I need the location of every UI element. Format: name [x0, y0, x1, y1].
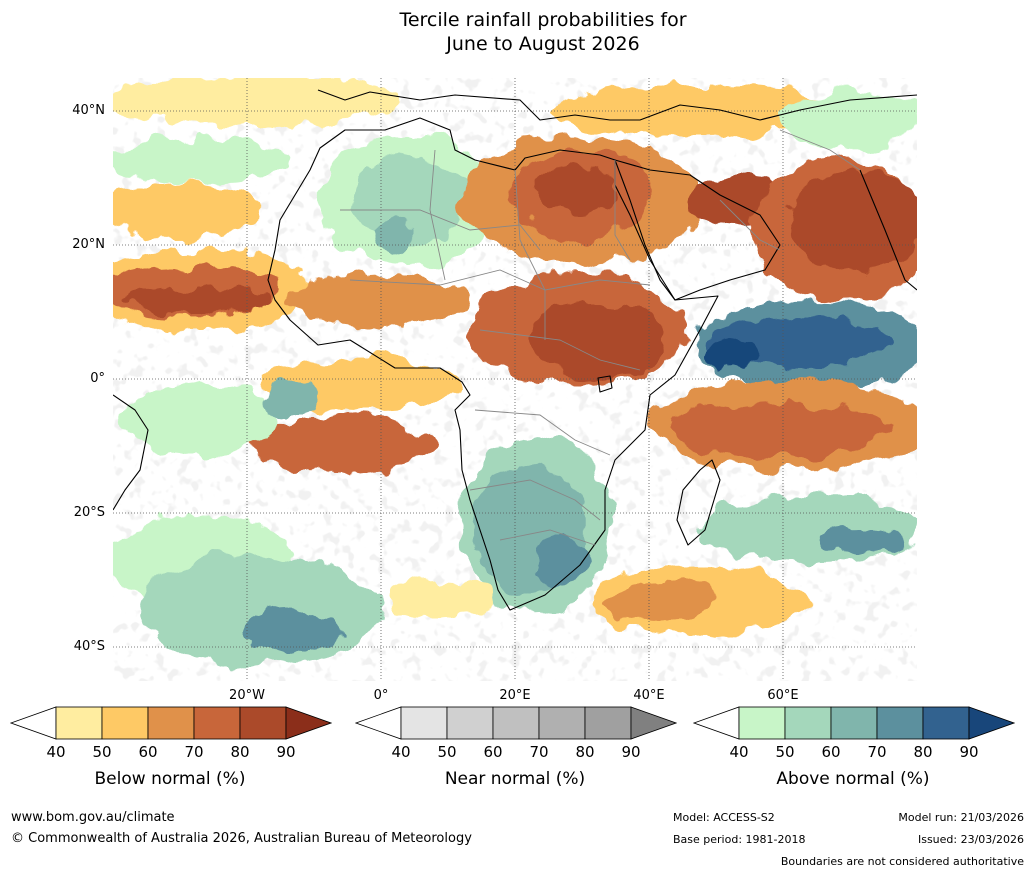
- probability-field: [113, 78, 917, 681]
- colorbar-segment: [784, 706, 832, 740]
- tick-label: 40: [391, 743, 411, 761]
- footer-copyright: © Commonwealth of Australia 2026, Austra…: [11, 831, 472, 846]
- legend-label-above: Above normal (%): [776, 769, 930, 789]
- footer-model-run: Model run: 21/03/2026: [898, 811, 1024, 824]
- tick-label: 80: [230, 743, 250, 761]
- tick-label: 60: [138, 743, 158, 761]
- footer-model: Model: ACCESS-S2: [673, 811, 775, 824]
- probability-shading: [113, 78, 917, 665]
- lat-label-40n: 40°N: [72, 103, 105, 118]
- colorbar-segment: [193, 706, 241, 740]
- graticule: [113, 78, 917, 681]
- tick-label: 90: [276, 743, 296, 761]
- tick-label: 70: [867, 743, 887, 761]
- colorbar-segment: [400, 706, 448, 740]
- tick-label: 40: [729, 743, 749, 761]
- lon-label-20e: 20°E: [499, 688, 531, 703]
- lat-label-40s: 40°S: [73, 639, 105, 654]
- lon-label-40e: 40°E: [633, 688, 665, 703]
- colorbar-extend-low: [10, 706, 57, 740]
- south-america-coastline: [113, 394, 149, 511]
- colorbar-above-normal: [693, 706, 1015, 740]
- tick-label: 90: [959, 743, 979, 761]
- colorbar-segment: [147, 706, 195, 740]
- colorbar-extend-high: [630, 706, 677, 740]
- lat-label-20s: 20°S: [73, 505, 105, 520]
- map-title: Tercile rainfall probabilities for June …: [0, 8, 1035, 56]
- footer-website: www.bom.gov.au/climate: [11, 810, 175, 825]
- colorbar-segment: [239, 706, 287, 740]
- india-coastline: [859, 169, 917, 291]
- colorbar-extend-low: [693, 706, 740, 740]
- colorbar-segment: [738, 706, 786, 740]
- colorbar-near-normal: [355, 706, 677, 740]
- tick-label: 60: [483, 743, 503, 761]
- map-title-line-2: June to August 2026: [446, 33, 640, 55]
- tick-label: 50: [775, 743, 795, 761]
- legend-label-below: Below normal (%): [94, 769, 246, 789]
- footer-base-period: Base period: 1981-2018: [673, 833, 806, 846]
- arabian-peninsula-coastline: [614, 159, 781, 301]
- country-borders: [340, 129, 861, 546]
- colorbar-segment: [830, 706, 878, 740]
- europe-coastline: [317, 89, 917, 121]
- map-title-line-1: Tercile rainfall probabilities for: [399, 9, 687, 31]
- colorbar-segment: [101, 706, 149, 740]
- tick-label: 40: [46, 743, 66, 761]
- lat-label-20n: 20°N: [72, 237, 105, 252]
- colorbar-segment: [55, 706, 103, 740]
- tick-label: 70: [529, 743, 549, 761]
- tick-label: 80: [575, 743, 595, 761]
- tick-label: 90: [621, 743, 641, 761]
- colorbar-segment: [584, 706, 632, 740]
- colorbar-segment: [446, 706, 494, 740]
- africa-coastline: [267, 117, 719, 611]
- tick-label: 50: [92, 743, 112, 761]
- lon-label-20w: 20°W: [229, 688, 265, 703]
- lake-victoria-outline: [597, 375, 613, 393]
- coastlines: [113, 89, 917, 611]
- tick-label: 70: [184, 743, 204, 761]
- madagascar-coastline: [676, 459, 721, 546]
- legend-below-normal: 40 50 60 70 80 90 Below normal (%): [10, 705, 332, 789]
- colorbar-segment: [876, 706, 924, 740]
- tick-label: 50: [437, 743, 457, 761]
- lon-label-0: 0°: [373, 688, 389, 703]
- footer-disclaimer: Boundaries are not considered authoritat…: [780, 855, 1024, 868]
- rainfall-probability-map: [113, 78, 917, 681]
- colorbar-extend-high: [285, 706, 332, 740]
- colorbar-extend-high: [968, 706, 1015, 740]
- colorbar-extend-low: [355, 706, 402, 740]
- colorbar-segment: [922, 706, 970, 740]
- colorbar-below-normal: [10, 706, 332, 740]
- legend-near-normal: 40 50 60 70 80 90 Near normal (%): [355, 705, 677, 789]
- footer-issued: Issued: 23/03/2026: [917, 833, 1024, 846]
- lat-label-equator: 0°: [90, 371, 105, 386]
- colorbar-segment: [538, 706, 586, 740]
- tick-label: 60: [821, 743, 841, 761]
- legend-above-normal: 40 50 60 70 80 90 Above normal (%): [693, 705, 1015, 789]
- lon-label-60e: 60°E: [767, 688, 799, 703]
- tick-label: 80: [913, 743, 933, 761]
- colorbar-segment: [492, 706, 540, 740]
- legend-label-near: Near normal (%): [444, 769, 586, 789]
